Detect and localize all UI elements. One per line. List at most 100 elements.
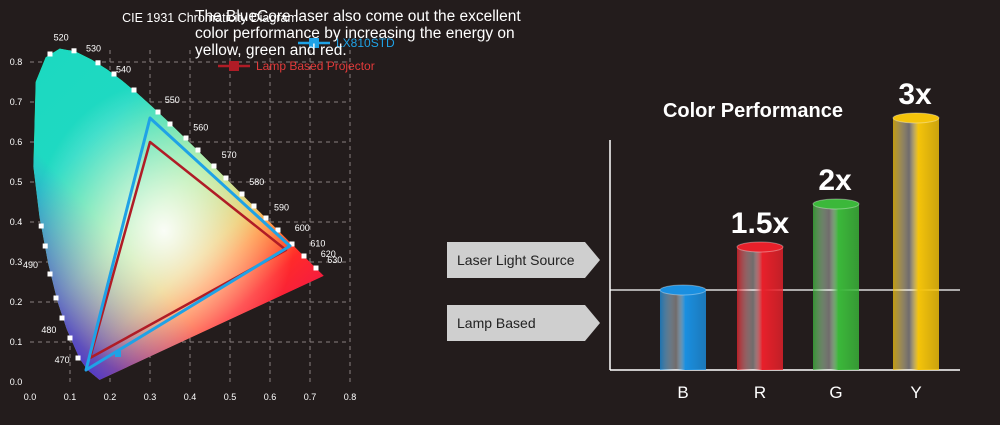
wavelength-label-550: 550 xyxy=(165,95,180,105)
description-text: The BlueCore laser also come out the exc… xyxy=(195,8,555,59)
wavelength-label-600: 600 xyxy=(295,223,310,233)
reference-label-1: Lamp Based xyxy=(447,305,600,341)
category-label-B: B xyxy=(677,383,688,402)
bar-body-Y xyxy=(893,118,939,370)
x-tick-label: 0.3 xyxy=(144,392,157,402)
x-tick-label: 0.7 xyxy=(304,392,317,402)
gamut-triangle-lx810std xyxy=(84,116,292,372)
value-label-R: 1.5x xyxy=(731,207,790,240)
reference-arrow-shape xyxy=(447,242,600,278)
locus-dash-marker xyxy=(275,227,281,233)
y-tick-label: 0.5 xyxy=(10,177,23,187)
gamut-marker xyxy=(115,351,121,357)
bar-cap-G xyxy=(812,198,860,210)
locus-dash-marker xyxy=(38,223,44,229)
bar-body-B xyxy=(660,290,706,370)
x-tick-label: 0.0 xyxy=(24,392,37,402)
locus-dash-marker xyxy=(75,355,81,361)
bar-cap-B xyxy=(659,284,707,296)
description-line-2: color performance by increasing the ener… xyxy=(195,25,515,42)
cie-chart-svg: 0.0 0.1 0.2 0.3 0.4 0.5 0.6 0.7 0.8 0.0 0.1 0.2 0.3 0… xyxy=(10,11,395,402)
x-tick-label: 0.8 xyxy=(344,392,357,402)
bar-G xyxy=(812,198,860,370)
category-label-G: G xyxy=(829,383,842,402)
y-tick-label: 0.1 xyxy=(10,337,23,347)
x-tick-label: 0.2 xyxy=(104,392,117,402)
reference-label-0: Laser Light Source xyxy=(447,242,600,278)
bar-chart-title: Color Performance xyxy=(663,100,843,122)
locus-dash-marker xyxy=(53,295,59,301)
locus-dash-marker xyxy=(239,191,245,197)
cie-legend: LX810STD Lamp Based Projector xyxy=(218,36,395,73)
locus-dash-marker xyxy=(47,271,53,277)
y-tick-label: 0.4 xyxy=(10,217,23,227)
x-tick-label: 0.1 xyxy=(64,392,77,402)
wavelength-label-530: 530 xyxy=(86,44,101,54)
bar-body-R xyxy=(737,247,783,370)
bar-series: B R 1.5x G 2x Y 3x xyxy=(659,78,940,402)
locus-dash-marker xyxy=(263,215,269,221)
wavelength-label-570: 570 xyxy=(222,150,237,160)
wavelength-label-540: 540 xyxy=(116,64,131,74)
locus-dash-marker xyxy=(223,175,229,181)
locus-dash-marker xyxy=(47,51,53,57)
cie-chart-title: CIE 1931 Chromaticity Diagram xyxy=(122,11,298,25)
bar-body-G xyxy=(813,204,859,370)
locus-dash-marker xyxy=(71,48,77,54)
locus-dash-marker xyxy=(67,335,73,341)
description-line-3: yellow, green and red. xyxy=(195,42,347,59)
bar-cap-R xyxy=(736,241,784,253)
bar-cap-Y xyxy=(892,112,940,124)
bar-Y xyxy=(892,112,940,370)
description-line-1: The BlueCore laser also come out the exc… xyxy=(195,8,521,25)
y-tick-label: 0.8 xyxy=(10,57,23,67)
category-label-R: R xyxy=(754,383,766,402)
wavelength-label-490: 490 xyxy=(23,260,38,270)
locus-dash-marker xyxy=(167,121,173,127)
locus-dash-marker xyxy=(155,109,161,115)
wavelength-label-580: 580 xyxy=(249,177,264,187)
x-tick-label: 0.4 xyxy=(184,392,197,402)
locus-dash-marker xyxy=(111,71,117,77)
cie-wavelength-labels: 470 480 490 520 530 540 550 560 570 580 590 6006106… xyxy=(23,32,342,364)
value-label-G: 2x xyxy=(818,164,852,197)
wavelength-label-620: 620 xyxy=(321,249,336,259)
legend-label-lamp: Lamp Based Projector xyxy=(256,59,375,73)
y-tick-label: 0.0 xyxy=(10,377,23,387)
reference-label-text: Lamp Based xyxy=(457,315,536,331)
wavelength-label-480: 480 xyxy=(41,325,56,335)
reference-arrow-shape xyxy=(447,305,600,341)
reference-label-text: Laser Light Source xyxy=(457,252,575,268)
locus-dash-marker xyxy=(251,203,257,209)
x-tick-label: 0.5 xyxy=(224,392,237,402)
bar-reference-lines: Laser Light Source Lamp Based xyxy=(447,242,960,341)
wavelength-label-520: 520 xyxy=(54,32,69,42)
y-tick-label: 0.6 xyxy=(10,137,23,147)
legend-label-lx810std: LX810STD xyxy=(336,36,395,50)
locus-dash-marker xyxy=(131,87,137,93)
legend-marker-lamp xyxy=(229,61,239,71)
cie-chromaticity-chart: 0.0 0.1 0.2 0.3 0.4 0.5 0.6 0.7 0.8 0.0 0.1 0.2 0.3 0… xyxy=(0,0,400,420)
wavelength-label-610: 610 xyxy=(310,238,325,248)
bar-chart-svg: Color Performance Laser Light Source Lamp… xyxy=(447,78,960,402)
bar-B xyxy=(659,284,707,370)
bar-R xyxy=(736,241,784,370)
color-performance-chart: Color Performance Laser Light Source Lamp… xyxy=(420,0,1000,420)
locus-dash-marker xyxy=(211,163,217,169)
locus-dash-marker xyxy=(301,253,307,259)
wavelength-label-630: 630 xyxy=(327,255,342,265)
locus-dash-marker xyxy=(289,241,295,247)
locus-dash-marker xyxy=(195,147,201,153)
wavelength-label-470: 470 xyxy=(55,355,70,365)
locus-dash-marker xyxy=(313,265,319,271)
value-label-Y: 3x xyxy=(898,78,932,111)
legend-marker-lx810std xyxy=(309,38,319,48)
category-label-Y: Y xyxy=(910,383,921,402)
locus-dash-marker xyxy=(59,315,65,321)
y-tick-label: 0.7 xyxy=(10,97,23,107)
locus-dash-marker xyxy=(95,60,101,66)
cie-axis-ticks: 0.0 0.1 0.2 0.3 0.4 0.5 0.6 0.7 0.8 0.0 0.1 0.2 0.3 0… xyxy=(10,48,357,402)
y-tick-label: 0.2 xyxy=(10,297,23,307)
y-tick-label: 0.3 xyxy=(10,257,23,267)
gamut-triangle-lamp xyxy=(88,140,288,360)
